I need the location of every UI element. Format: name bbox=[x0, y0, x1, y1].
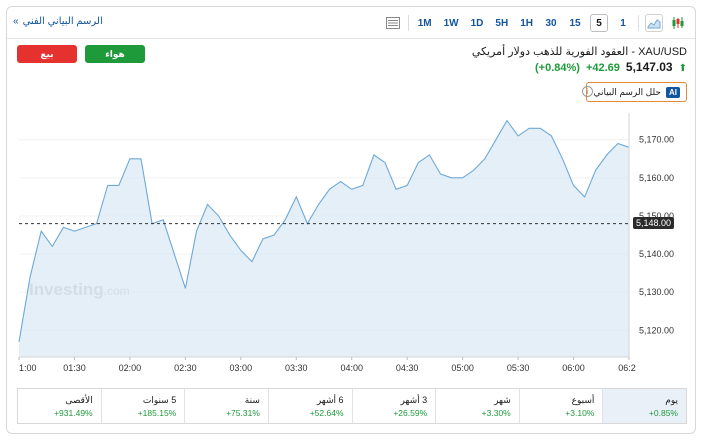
performance-value: +75.31% bbox=[226, 407, 260, 418]
buy-button[interactable]: هواء bbox=[85, 45, 145, 63]
performance-cell[interactable]: شهر +3.30% bbox=[435, 389, 519, 423]
timeframe-1[interactable]: 1 bbox=[620, 17, 626, 29]
sell-button[interactable]: بيع bbox=[17, 45, 77, 63]
performance-label: 6 أشهر bbox=[316, 394, 344, 405]
x-tick-label: 02:30 bbox=[174, 363, 197, 373]
performance-label: 5 سنوات bbox=[142, 394, 177, 405]
performance-cell[interactable]: 6 أشهر +52.64% bbox=[267, 389, 352, 423]
performance-cell[interactable]: 3 أشهر +26.59% bbox=[351, 389, 436, 423]
series-area bbox=[19, 120, 629, 357]
performance-cell[interactable]: أسبوع +3.10% bbox=[518, 389, 603, 423]
chart-widget: الرسم البياني الفني » 1M 1W 1D 5H 1H 30 … bbox=[6, 6, 696, 434]
x-tick-label: 04:30 bbox=[396, 363, 419, 373]
performance-label: الأقصى bbox=[65, 394, 93, 405]
performance-value: +0.85% bbox=[648, 407, 678, 418]
performance-value: +3.30% bbox=[481, 407, 511, 418]
performance-value: +52.64% bbox=[309, 407, 344, 418]
analyze-chart-button[interactable]: AI حلل الرسم البياني bbox=[586, 82, 687, 102]
performance-label: سنة bbox=[244, 394, 260, 405]
x-tick-label: 01:30 bbox=[63, 363, 86, 373]
performance-cell[interactable]: سنة +75.31% bbox=[184, 389, 268, 423]
area-chart-icon[interactable] bbox=[645, 14, 663, 32]
y-tick-label: 5,120.00 bbox=[639, 325, 674, 335]
timeframe-30[interactable]: 30 bbox=[545, 17, 557, 29]
technical-chart-link[interactable]: الرسم البياني الفني » bbox=[13, 16, 103, 27]
x-tick-label: 06:2 bbox=[618, 363, 636, 373]
candlestick-chart-icon[interactable] bbox=[669, 14, 687, 32]
x-tick-label: 05:00 bbox=[451, 363, 474, 373]
performance-cell[interactable]: الأقصى +931.49% bbox=[18, 389, 101, 423]
performance-table: يوم +0.85% أسبوع +3.10% شهر +3.30% 3 أشهر +26.5… bbox=[17, 388, 687, 424]
timeframe-1w[interactable]: 1W bbox=[443, 17, 459, 29]
y-tick-label: 5,160.00 bbox=[639, 173, 674, 183]
change-percent: (+0.84%) bbox=[534, 62, 580, 74]
x-tick-label: 1:00 bbox=[19, 363, 37, 373]
x-tick-label: 02:00 bbox=[119, 363, 142, 373]
info-icon[interactable]: i bbox=[582, 86, 593, 97]
chart-toolbar: الرسم البياني الفني » 1M 1W 1D 5H 1H 30 … bbox=[7, 7, 695, 39]
x-tick-label: 03:00 bbox=[230, 363, 253, 373]
toolbar-divider bbox=[407, 15, 409, 31]
performance-cell[interactable]: 5 سنوات +185.15% bbox=[100, 389, 185, 423]
timeframe-1h[interactable]: 1H bbox=[520, 17, 533, 29]
instrument-title: XAU/USD - العقود الفورية للذهب دولار أمر… bbox=[471, 46, 687, 58]
timeframe-selector: 1M 1W 1D 5H 1H 30 15 5 1 bbox=[384, 14, 687, 32]
last-value-tag: 5,148.00 bbox=[633, 216, 675, 229]
x-tick-label: 04:00 bbox=[340, 363, 363, 373]
toolbar-divider bbox=[638, 15, 639, 31]
timeframe-5[interactable]: 5 bbox=[590, 14, 608, 32]
x-tick-label: 06:00 bbox=[562, 363, 585, 373]
x-tick-label: 03:30 bbox=[285, 363, 308, 373]
performance-value: +3.10% bbox=[565, 407, 595, 418]
change-value: +42.69 bbox=[585, 62, 620, 74]
table-view-icon[interactable] bbox=[384, 14, 402, 32]
performance-label: أسبوع bbox=[571, 394, 595, 405]
timeframe-1d[interactable]: 1D bbox=[470, 17, 484, 29]
x-tick-label: 05:30 bbox=[507, 363, 530, 373]
ai-badge: AI bbox=[666, 86, 680, 98]
price-row: (+0.84%) +42.69 5,147.03 ⬆ bbox=[535, 60, 687, 74]
performance-label: 3 أشهر bbox=[400, 394, 428, 405]
y-tick-label: 5,150.00 bbox=[639, 211, 674, 221]
performance-label: يوم bbox=[665, 394, 678, 405]
price-chart[interactable]: 5,120.00 5,130.00 5,140.00 5,150.00 5,160.00… bbox=[7, 107, 695, 383]
price-chart-svg: 5,120.00 5,130.00 5,140.00 5,150.00 5,160.00… bbox=[18, 113, 674, 373]
series-line bbox=[18, 119, 630, 342]
last-price: 5,147.03 bbox=[625, 60, 673, 74]
arrow-up-icon: ⬆ bbox=[678, 63, 687, 74]
timeframe-1m[interactable]: 1M bbox=[417, 17, 432, 29]
performance-value: +185.15% bbox=[137, 407, 177, 418]
double-chevron-icon: » bbox=[13, 16, 19, 27]
performance-value: +931.49% bbox=[54, 407, 93, 418]
timeframe-5h[interactable]: 5H bbox=[495, 17, 509, 29]
y-tick-label: 5,130.00 bbox=[639, 287, 674, 297]
performance-value: +26.59% bbox=[393, 407, 428, 418]
analyze-chart-label: حلل الرسم البياني bbox=[593, 86, 661, 97]
timeframe-15[interactable]: 15 bbox=[569, 17, 581, 29]
technical-chart-label[interactable]: الرسم البياني الفني bbox=[22, 16, 103, 27]
performance-cell[interactable]: يوم +0.85% bbox=[602, 389, 686, 423]
performance-label: شهر bbox=[494, 394, 511, 405]
y-tick-label: 5,140.00 bbox=[639, 249, 674, 259]
y-tick-label: 5,170.00 bbox=[639, 135, 674, 145]
